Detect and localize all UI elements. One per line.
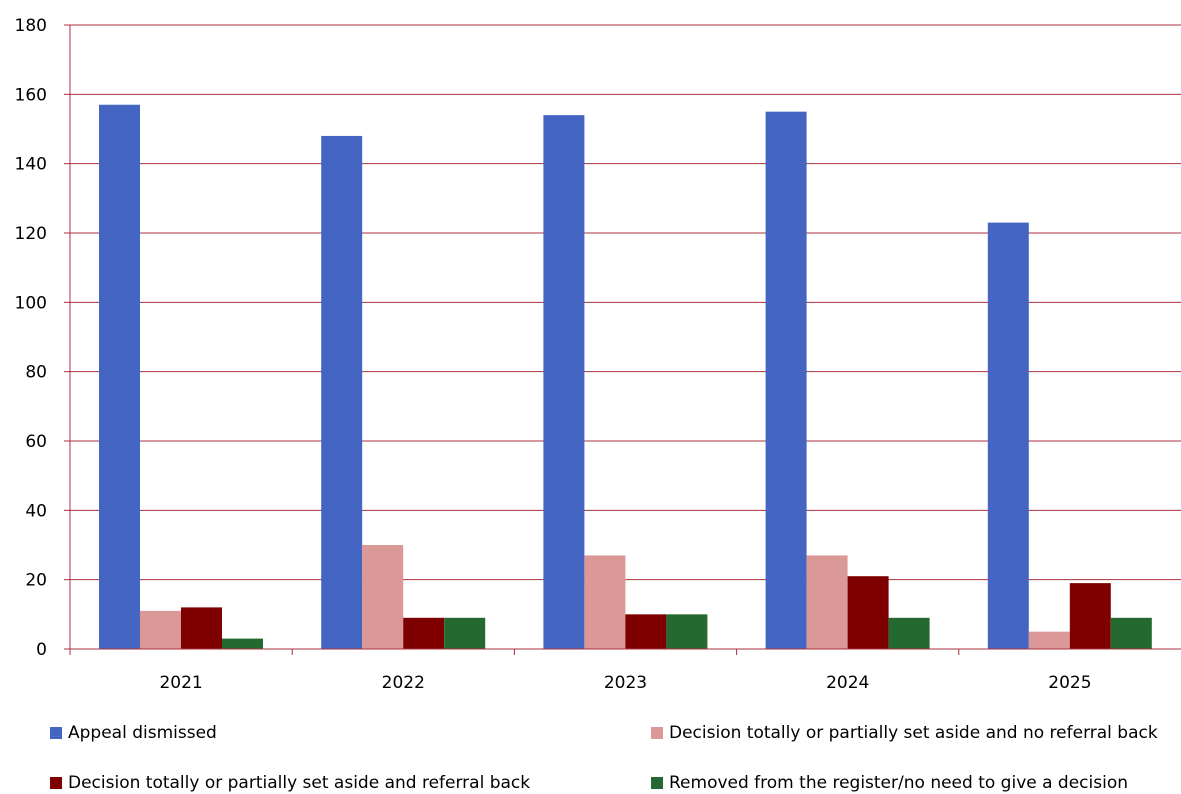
x-tick-label: 2025 xyxy=(1048,673,1091,693)
legend-label: Removed from the register/no need to giv… xyxy=(669,773,1128,793)
bar xyxy=(403,618,444,649)
legend-swatch xyxy=(50,727,62,739)
x-tick-label: 2023 xyxy=(604,673,647,693)
bar xyxy=(889,618,930,649)
x-tick-label: 2024 xyxy=(826,673,869,693)
bar xyxy=(625,614,666,649)
bar xyxy=(584,555,625,649)
bar xyxy=(140,611,181,649)
y-tick-label: 80 xyxy=(25,363,47,383)
y-tick-label: 140 xyxy=(15,155,47,175)
legend-item-removed: Removed from the register/no need to giv… xyxy=(651,773,1128,793)
y-tick-label: 180 xyxy=(15,16,47,36)
bar xyxy=(988,223,1029,649)
bar xyxy=(1070,583,1111,649)
bar xyxy=(181,607,222,649)
bar xyxy=(222,639,263,649)
y-tick-labels: 0 20 40 60 80 100 120 140 160 180 xyxy=(15,16,47,660)
bar xyxy=(444,618,485,649)
y-tick-label: 160 xyxy=(15,85,47,105)
bar xyxy=(848,576,889,649)
legend-swatch xyxy=(651,777,663,789)
bar xyxy=(321,136,362,649)
legend-item-set-aside-referral: Decision totally or partially set aside … xyxy=(50,773,530,793)
legend-item-appeal-dismissed: Appeal dismissed xyxy=(50,723,217,743)
legend-label: Appeal dismissed xyxy=(68,723,217,743)
legend-swatch xyxy=(651,727,663,739)
y-tick-label: 120 xyxy=(15,224,47,244)
legend-item-set-aside-no-referral: Decision totally or partially set aside … xyxy=(651,723,1158,743)
legend-swatch xyxy=(50,777,62,789)
bar xyxy=(1029,632,1070,649)
x-tick-labels: 2021 2022 2023 2024 2025 xyxy=(159,673,1091,693)
bar xyxy=(1111,618,1152,649)
y-tick-label: 40 xyxy=(25,501,47,521)
bar xyxy=(362,545,403,649)
bar xyxy=(99,105,140,649)
y-tick-label: 100 xyxy=(15,293,47,313)
bars xyxy=(99,105,1152,649)
bar xyxy=(666,614,707,649)
bar xyxy=(766,112,807,649)
y-tick-label: 0 xyxy=(36,640,47,660)
x-tick-label: 2021 xyxy=(159,673,202,693)
bar xyxy=(807,555,848,649)
bar xyxy=(543,115,584,649)
legend-label: Decision totally or partially set aside … xyxy=(669,723,1158,743)
legend-label: Decision totally or partially set aside … xyxy=(68,773,530,793)
x-tick-label: 2022 xyxy=(382,673,425,693)
y-tick-label: 20 xyxy=(25,571,47,591)
y-tick-label: 60 xyxy=(25,432,47,452)
